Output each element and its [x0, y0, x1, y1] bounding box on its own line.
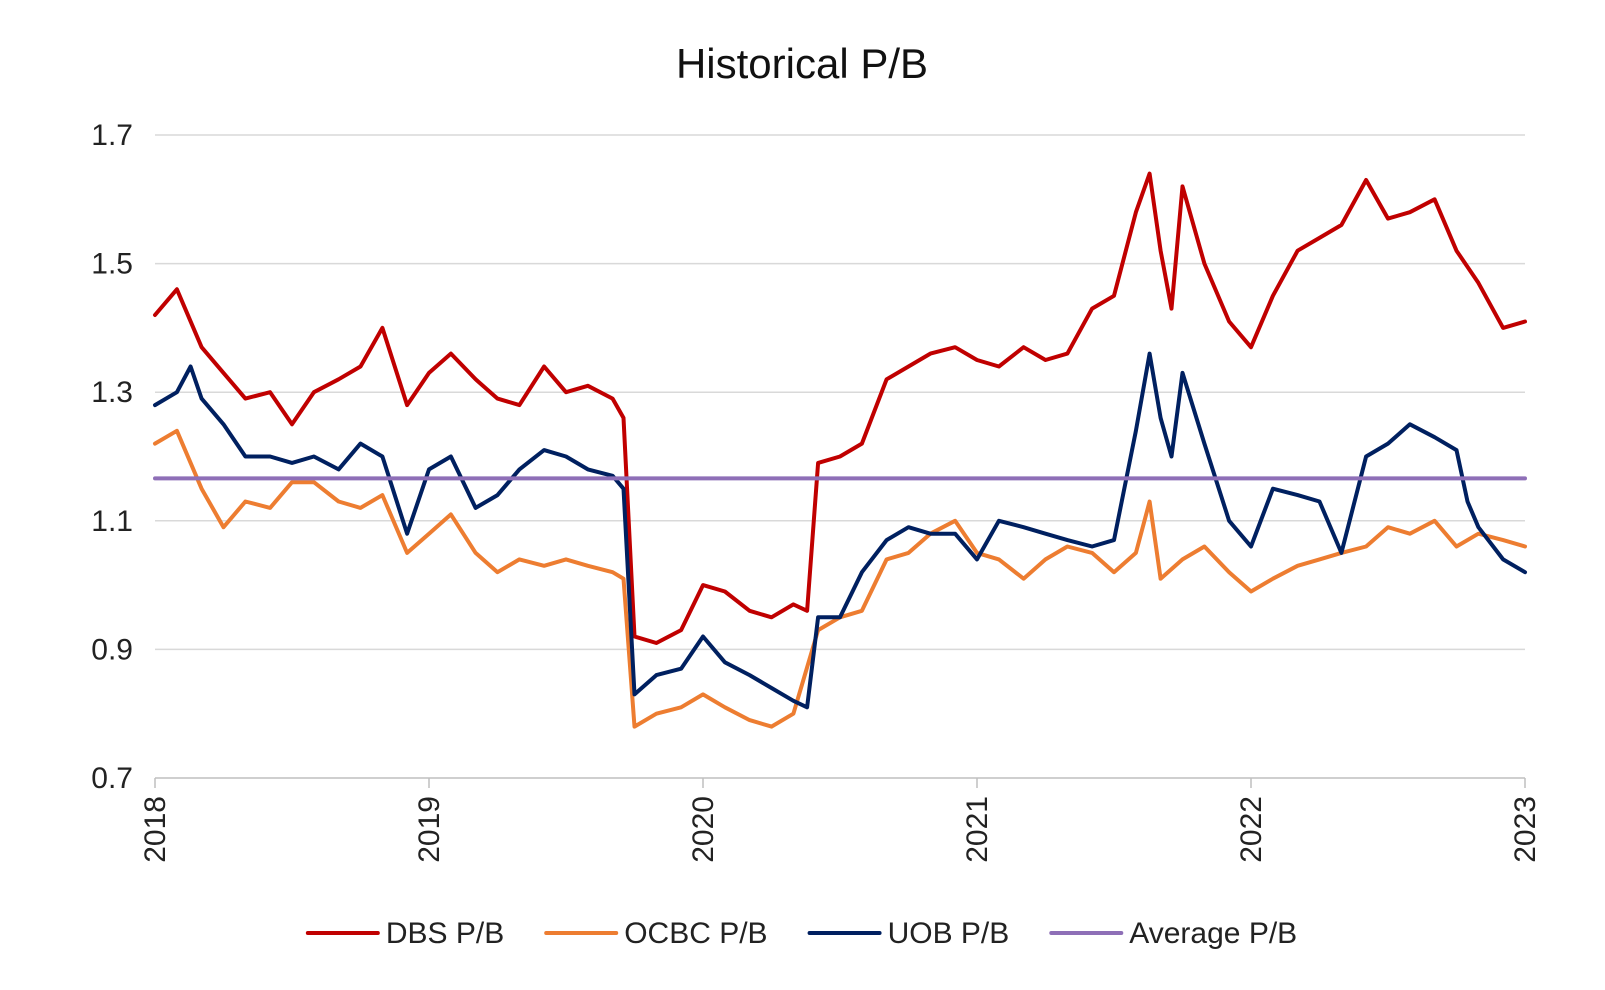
x-tick-label: 2018 [139, 796, 172, 863]
y-tick-label: 0.9 [91, 633, 133, 666]
x-tick-label: 2021 [961, 796, 994, 863]
x-tick-label: 2022 [1235, 796, 1268, 863]
legend: DBS P/B OCBC P/B UOB P/B Average P/B [305, 917, 1297, 950]
y-tick-label: 1.7 [91, 119, 133, 152]
x-tick-label: 2023 [1509, 796, 1542, 863]
y-tick-label: 1.5 [91, 248, 133, 281]
legend-label-average-p-b: Average P/B [1129, 917, 1297, 950]
series-lines [153, 171, 1527, 729]
series-line-uob-p-b [153, 351, 1527, 710]
legend-label-uob-p-b: UOB P/B [888, 917, 1010, 950]
series-line-dbs-p-b [153, 171, 1527, 645]
x-tick-label: 2020 [687, 796, 720, 863]
legend-label-ocbc-p-b: OCBC P/B [624, 917, 767, 950]
x-tick-label: 2019 [413, 796, 446, 863]
chart-title: Historical P/B [676, 40, 928, 87]
y-tick-label: 1.3 [91, 376, 133, 409]
gridlines [155, 134, 1525, 779]
y-tick-label: 0.7 [91, 762, 133, 795]
y-axis-ticks: 0.7 0.9 1.1 1.3 1.5 1.7 [91, 119, 133, 795]
x-axis-ticks: 2018 2019 2020 2021 2022 2023 [139, 778, 1542, 863]
series-line-ocbc-p-b [153, 428, 1527, 729]
y-tick-label: 1.1 [91, 505, 133, 538]
legend-label-dbs-p-b: DBS P/B [386, 917, 504, 950]
